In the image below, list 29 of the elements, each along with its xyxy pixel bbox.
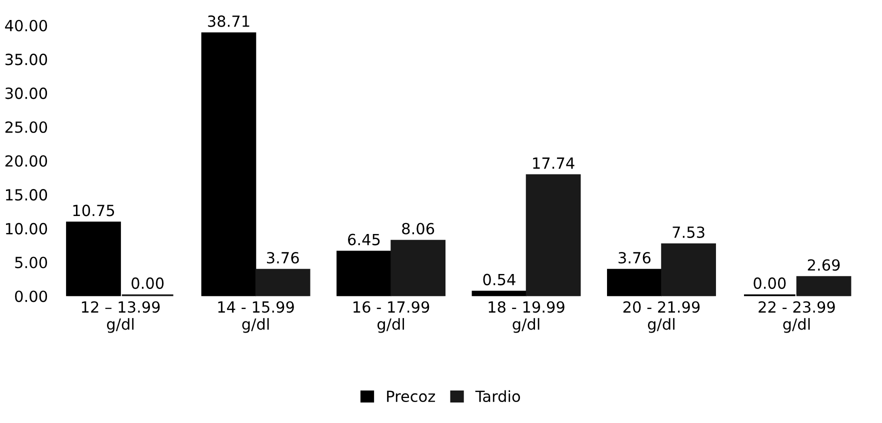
x-tick-label: 22 - 23.99 g/dl	[758, 301, 835, 333]
data-label: 8.06	[402, 222, 434, 234]
x-tick-label: 12 – 13.99 g/dl	[82, 301, 160, 333]
y-tick-label: 35.00	[5, 54, 48, 66]
data-label: 10.75	[73, 204, 114, 216]
x-tick-label: 20 - 21.99 g/dl	[623, 301, 700, 333]
y-tick-label: 20.00	[5, 155, 48, 167]
x-tick-label: 14 - 15.99 g/dl	[218, 301, 294, 333]
x-tick-label: 16 - 17.99 g/dl	[354, 301, 430, 333]
legend-label: Precoz	[387, 390, 435, 402]
legend-label: Tardio	[475, 390, 520, 402]
data-label: 38.71	[208, 15, 250, 27]
data-label: 0.00	[754, 277, 786, 289]
x-tick-label: 18 - 19.99 g/dl	[488, 301, 564, 333]
data-label: 7.53	[672, 226, 704, 238]
data-label: 2.69	[808, 259, 840, 271]
data-label: 17.74	[533, 158, 574, 169]
data-label: 3.76	[266, 252, 299, 264]
y-tick-label: 25.00	[5, 121, 48, 133]
y-tick-label: 5.00	[15, 256, 48, 268]
data-label: 0.00	[132, 277, 164, 289]
y-tick-label: 15.00	[6, 189, 48, 201]
y-tick-label: 30.00	[5, 88, 48, 100]
y-tick-label: 10.00	[6, 222, 48, 234]
data-label: 0.54	[483, 274, 516, 286]
data-label: 3.76	[618, 252, 650, 264]
y-tick-label: 40.00	[5, 20, 48, 32]
y-tick-label: 0.00	[15, 290, 48, 302]
data-label: 6.45	[348, 234, 380, 246]
